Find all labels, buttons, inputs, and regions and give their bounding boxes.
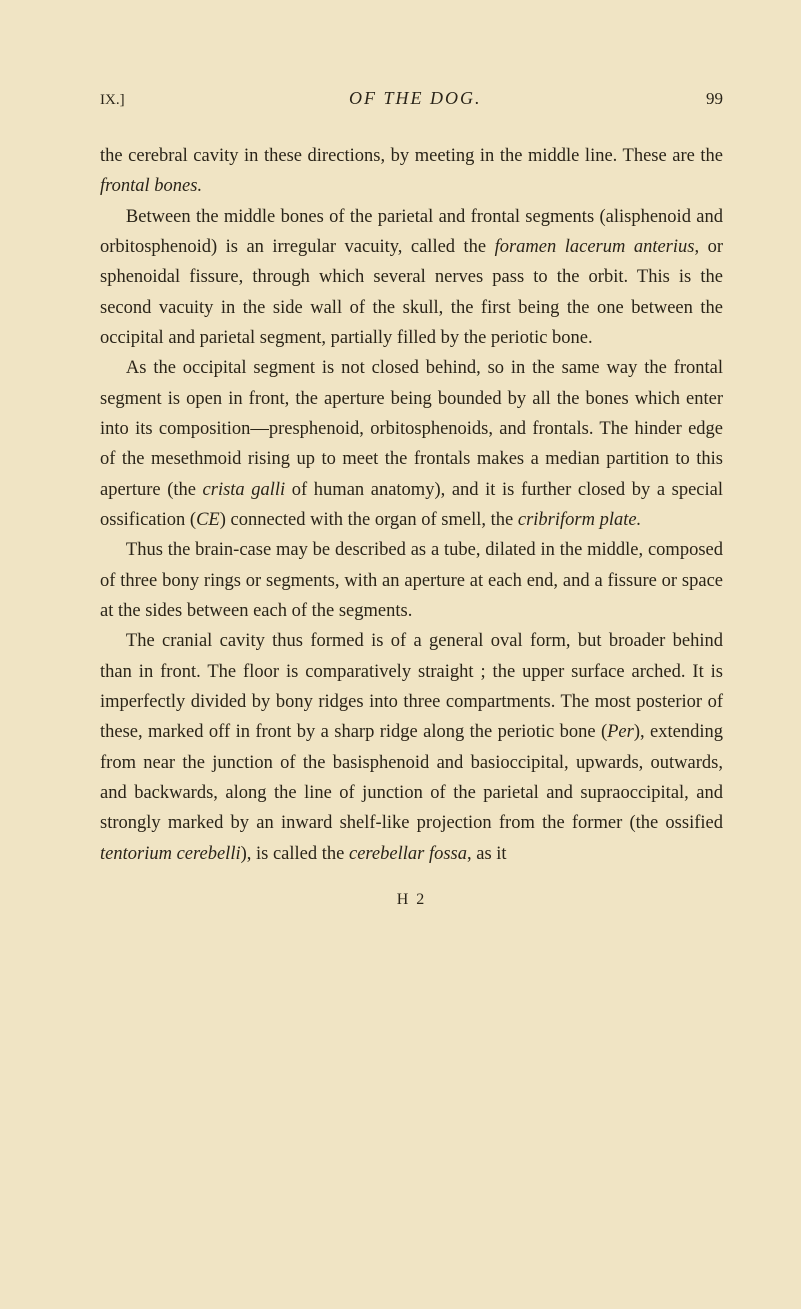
paragraph-4: Thus the brain-case may be described as … bbox=[100, 535, 723, 626]
paragraph-2: Between the middle bones of the parietal… bbox=[100, 202, 723, 354]
page-footer: H 2 bbox=[100, 891, 723, 909]
paragraph-3: As the occipital segment is not closed b… bbox=[100, 353, 723, 535]
header-chapter: IX.] bbox=[100, 92, 125, 109]
header-title: OF THE DOG. bbox=[125, 88, 706, 109]
page-body: the cerebral cavity in these directions,… bbox=[100, 141, 723, 869]
paragraph-1: the cerebral cavity in these directions,… bbox=[100, 141, 723, 202]
header-page-number: 99 bbox=[706, 89, 723, 109]
page-header: IX.] OF THE DOG. 99 bbox=[100, 88, 723, 109]
paragraph-5: The cranial cavity thus formed is of a g… bbox=[100, 626, 723, 869]
